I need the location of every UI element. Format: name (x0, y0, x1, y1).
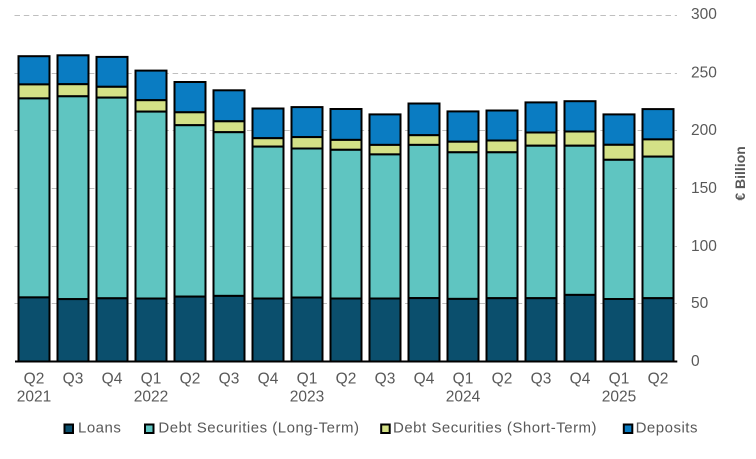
svg-text:150: 150 (691, 180, 717, 197)
svg-text:50: 50 (691, 295, 709, 312)
svg-text:Q4: Q4 (258, 371, 279, 388)
svg-text:Loans: Loans (78, 420, 121, 437)
svg-text:Q3: Q3 (531, 371, 552, 388)
svg-text:Q2: Q2 (24, 371, 45, 388)
svg-text:Q4: Q4 (102, 371, 123, 388)
svg-text:Q1: Q1 (453, 371, 474, 388)
svg-text:2022: 2022 (134, 389, 168, 406)
svg-text:300: 300 (691, 6, 717, 23)
svg-text:2024: 2024 (446, 389, 481, 406)
svg-text:200: 200 (691, 122, 717, 139)
svg-text:Q3: Q3 (219, 371, 240, 388)
svg-text:Q2: Q2 (648, 371, 669, 388)
svg-text:0: 0 (691, 353, 700, 370)
svg-text:2025: 2025 (602, 389, 636, 406)
svg-text:Q2: Q2 (492, 371, 513, 388)
svg-text:Q1: Q1 (609, 371, 630, 388)
svg-text:2021: 2021 (17, 389, 51, 406)
svg-text:Q4: Q4 (570, 371, 591, 388)
svg-text:€ Billion: € Billion (732, 146, 748, 200)
svg-text:2023: 2023 (290, 389, 324, 406)
svg-text:Q1: Q1 (141, 371, 162, 388)
svg-text:250: 250 (691, 64, 717, 81)
svg-text:Deposits: Deposits (636, 420, 698, 437)
svg-text:Q2: Q2 (180, 371, 201, 388)
svg-text:Q2: Q2 (336, 371, 357, 388)
svg-text:Debt Securities (Short-Term): Debt Securities (Short-Term) (393, 420, 597, 437)
svg-text:Q3: Q3 (375, 371, 396, 388)
svg-text:Q3: Q3 (63, 371, 84, 388)
svg-text:Q1: Q1 (297, 371, 318, 388)
svg-text:Debt Securities (Long-Term): Debt Securities (Long-Term) (158, 420, 359, 437)
svg-text:Q4: Q4 (414, 371, 435, 388)
svg-text:100: 100 (691, 238, 717, 255)
